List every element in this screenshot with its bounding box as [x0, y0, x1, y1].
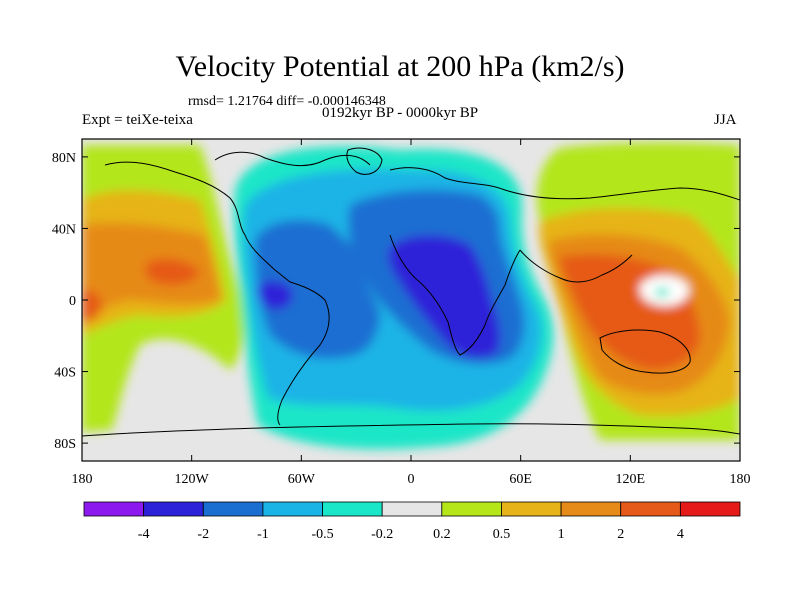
- colorbar-label: -2: [197, 527, 209, 542]
- lon-tick-label: 60W: [288, 472, 316, 487]
- lon-tick-label: 0: [408, 472, 415, 487]
- eurasia-north-coast: [389, 167, 740, 201]
- lon-tick-label: 60E: [509, 472, 532, 487]
- period-label: 0192kyr BP - 0000kyr BP: [322, 105, 479, 121]
- colorbar-swatch: [262, 501, 323, 517]
- colorbar-label: 0.2: [433, 527, 451, 542]
- colorbar-swatch: [143, 501, 204, 517]
- lon-tick-label: 180: [72, 472, 93, 487]
- lat-tick-label: 40S: [54, 366, 76, 381]
- colorbar: -4 -2 -1 -0.5 -0.2 0.2 0.5 1 2 4: [83, 501, 741, 542]
- colorbar-swatch: [679, 501, 741, 517]
- south-asia-coast: [519, 249, 633, 283]
- australia-coast: [599, 329, 691, 374]
- pacific-positive-core-west: [82, 289, 102, 322]
- colorbar-swatch: [620, 501, 681, 517]
- africa-coast: [389, 234, 521, 356]
- contour-field: [82, 139, 740, 461]
- colorbar-label: 2: [617, 527, 624, 542]
- lat-tick-label: 80S: [54, 437, 76, 452]
- colorbar-swatch: [441, 501, 502, 517]
- antarctica-coast: [82, 423, 740, 437]
- arctic-canada-coast: [214, 151, 371, 167]
- latitude-axis: 80N 40N 0 40S 80S: [52, 151, 740, 452]
- colorbar-label: -0.2: [371, 527, 393, 542]
- colorbar-label: 4: [677, 527, 684, 542]
- greenland-coast: [346, 147, 383, 175]
- south-america-negative-core: [257, 280, 293, 310]
- colorbar-label: 1: [558, 527, 565, 542]
- page-title: Velocity Potential at 200 hPa (km2/s): [175, 50, 625, 83]
- experiment-label: Expt = teiXe-teixa: [82, 112, 193, 128]
- colorbar-label: -1: [257, 527, 269, 542]
- lon-tick-label: 120E: [616, 472, 646, 487]
- colorbar-label: -4: [138, 527, 150, 542]
- colorbar-swatch: [83, 501, 145, 517]
- colorbar-label: 0.5: [493, 527, 511, 542]
- north-america-coast: [104, 161, 291, 283]
- south-america-coast: [277, 281, 330, 426]
- lat-tick-label: 0: [69, 294, 76, 309]
- lat-tick-label: 40N: [52, 222, 76, 237]
- lat-tick-label: 80N: [52, 151, 76, 166]
- africa-negative-core: [388, 235, 501, 359]
- pacific-positive-core: [144, 258, 200, 285]
- longitude-axis: 180 120W 60W 0 60E 120E 180: [72, 139, 751, 487]
- coastlines: [82, 147, 740, 437]
- lon-tick-label: 120W: [175, 472, 210, 487]
- south-america-negative-strong: [255, 220, 380, 359]
- lon-tick-label: 180: [730, 472, 751, 487]
- colorbar-swatch: [381, 501, 443, 517]
- stats-line: rmsd= 1.21764 diff= -0.000146348: [188, 94, 386, 109]
- season-label: JJA: [714, 112, 737, 128]
- colorbar-swatch: [501, 501, 562, 517]
- colorbar-label: -0.5: [311, 527, 333, 542]
- colorbar-swatch: [202, 501, 264, 517]
- maritime-local-minimum-core: [655, 287, 670, 297]
- colorbar-swatch: [560, 501, 622, 517]
- colorbar-swatch: [322, 501, 383, 517]
